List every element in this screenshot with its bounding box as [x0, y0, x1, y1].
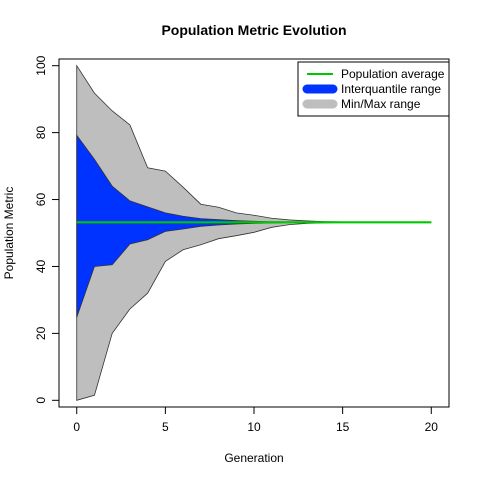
x-tick-label: 10: [247, 420, 261, 434]
y-tick-label: 40: [34, 259, 48, 273]
y-tick-label: 0: [34, 397, 48, 404]
legend-label-minmax: Min/Max range: [341, 97, 421, 111]
legend-label-interquantile: Interquantile range: [341, 82, 441, 96]
x-axis-label: Generation: [224, 451, 283, 465]
y-tick-label: 100: [34, 55, 48, 75]
y-tick-label: 80: [34, 126, 48, 140]
x-tick-label: 0: [73, 420, 80, 434]
x-tick-label: 15: [336, 420, 350, 434]
x-tick-label: 5: [162, 420, 169, 434]
legend-label-average: Population average: [341, 67, 445, 81]
legend: Population average Interquantile range M…: [297, 61, 450, 117]
plot-frame: [58, 58, 450, 408]
y-tick-label: 60: [34, 193, 48, 207]
y-axis-label: Population Metric: [2, 187, 16, 280]
x-tick-label: 20: [425, 420, 439, 434]
plot-area: [76, 64, 432, 401]
chart-title: Population Metric Evolution: [161, 22, 346, 38]
y-tick-label: 20: [34, 326, 48, 340]
